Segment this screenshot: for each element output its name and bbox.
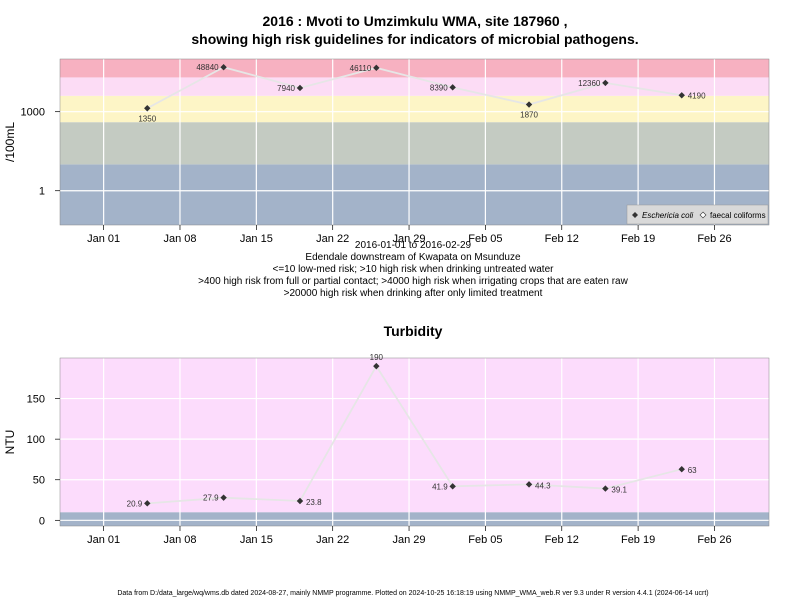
chart2-data-point — [144, 500, 151, 507]
chart2-xtick-label: Feb 19 — [621, 534, 655, 546]
chart2-data-point — [602, 485, 609, 492]
chart2-xtick-label: Jan 22 — [316, 534, 349, 546]
chart2-data-label: 63 — [688, 466, 697, 475]
chart2-ytick-label: 50 — [33, 475, 45, 487]
chart1-data-label: 7940 — [277, 84, 295, 93]
note-risk-contact: >400 high risk from full or partial cont… — [198, 276, 628, 287]
chart2-xtick-label: Jan 29 — [393, 534, 426, 546]
chart1-data-point — [144, 105, 151, 112]
chart1-data-point — [678, 92, 685, 99]
chart2-gridlines — [60, 358, 769, 526]
chart1-band-3 — [60, 77, 769, 96]
chart1-xtick-label: Jan 22 — [316, 233, 349, 245]
legend-item-ecoli: Eschericia coli — [642, 211, 693, 220]
chart2-data-label: 27.9 — [203, 494, 219, 503]
chart1-title-line2: showing high risk guidelines for indicat… — [191, 31, 638, 47]
chart1-ytick-label: 1 — [39, 186, 45, 198]
chart1-data-label: 1350 — [138, 114, 156, 123]
chart2-ytick-label: 100 — [27, 434, 45, 446]
chart1-data-point — [602, 79, 609, 87]
chart2-axes: Jan 01 Jan 08 Jan 15 Jan 22 Jan 29 Feb 05 Feb … — [27, 394, 732, 546]
chart2-ylabel: NTU — [3, 430, 17, 455]
chart1-plot-frame — [59, 58, 770, 226]
chart2-data-point — [296, 497, 304, 505]
chart1-risk-bands — [60, 59, 769, 225]
chart2-data-point — [678, 465, 685, 473]
chart2-data-label: 20.9 — [127, 499, 143, 508]
note-risk-drinking: <=10 low-med risk; >10 high risk when dr… — [273, 264, 555, 275]
chart1-gridlines — [60, 59, 769, 225]
chart2-data-point — [220, 494, 227, 501]
chart1-band-2 — [60, 95, 769, 123]
chart1-series-line — [146, 66, 682, 110]
chart2-data-label: 41.9 — [432, 482, 448, 491]
legend-open-diamond-icon — [699, 211, 707, 219]
chart2-data-label: 23.8 — [306, 498, 322, 507]
chart2-xtick-label: Feb 26 — [697, 534, 731, 546]
chart1-axes: Jan 01 Jan 08 Jan 15 Jan 22 Jan 29 Feb 05 Feb … — [21, 107, 732, 245]
chart1-xtick-label: Jan 01 — [87, 233, 120, 245]
legend-item-faecal-coliforms: faecal coliforms — [710, 211, 766, 220]
chart1-xtick-label: Feb 05 — [468, 233, 502, 245]
chart1-band-4 — [60, 59, 769, 78]
chart1-xtick-label: Jan 08 — [163, 233, 196, 245]
chart1-data-point — [449, 84, 456, 91]
chart1-legend: Eschericia coli faecal coliforms — [626, 204, 769, 225]
note-risk-treatment: >20000 high risk when drinking after onl… — [284, 288, 543, 299]
chart1-data-label: 1870 — [520, 111, 538, 120]
chart2-bands — [60, 358, 769, 526]
chart1-xtick-label: Jan 15 — [240, 233, 273, 245]
chart1-data-label: 4190 — [688, 91, 706, 100]
chart1-ytick-label: 1000 — [21, 107, 45, 119]
chart1-xtick-label: Feb 19 — [621, 233, 655, 245]
chart2-series: 20.9 27.9 23.8 190 41.9 44.3 39.1 63 — [127, 353, 698, 508]
chart1-xtick-label: Feb 12 — [545, 233, 579, 245]
chart2-ytick-label: 150 — [27, 394, 45, 406]
chart1-data-point — [373, 64, 380, 72]
chart2-data-label: 190 — [370, 353, 384, 362]
chart2-plot-frame — [59, 357, 770, 527]
chart1-data-label: 48840 — [196, 63, 219, 72]
chart2-xtick-label: Feb 12 — [545, 534, 579, 546]
chart2-data-point — [449, 483, 456, 490]
chart1-xtick-label: Jan 29 — [393, 233, 426, 245]
chart2-band-0 — [60, 512, 769, 526]
footer-source-note: Data from D:/data_large/wq/wms.db dated … — [117, 590, 708, 597]
chart1-ylabel: /100mL — [3, 122, 17, 162]
chart1-xtick-label: Feb 26 — [697, 233, 731, 245]
chart2-data-label: 39.1 — [611, 486, 627, 495]
chart2-xtick-label: Jan 08 — [163, 534, 196, 546]
note-site-description: Edendale downstream of Kwapata on Msundu… — [305, 252, 521, 263]
chart1-data-point — [296, 84, 304, 92]
chart1-series: 1350 48840 7940 46110 8390 1870 12360 4190 — [138, 63, 706, 123]
chart1-data-point — [220, 63, 227, 71]
chart2-title: Turbidity — [384, 323, 443, 339]
chart1-data-label: 46110 — [350, 64, 372, 73]
chart1-data-label: 8390 — [430, 83, 448, 92]
legend-filled-diamond-icon — [632, 212, 638, 218]
chart2-data-point — [525, 481, 533, 488]
chart2-xtick-label: Jan 15 — [240, 534, 273, 546]
chart1-data-label: 12360 — [578, 79, 601, 88]
chart2-series-line — [147, 364, 682, 505]
note-date-range: 2016-01-01 to 2016-02-29 — [355, 240, 472, 251]
chart2-data-label: 44.3 — [535, 481, 551, 490]
chart1-data-point — [525, 101, 533, 108]
chart2-ytick-label: 0 — [39, 515, 45, 527]
chart2-xtick-label: Jan 01 — [87, 534, 120, 546]
chart1-title-line1: 2016 : Mvoti to Umzimkulu WMA, site 1879… — [263, 13, 568, 29]
chart2-xtick-label: Feb 05 — [468, 534, 502, 546]
chart2-data-point — [373, 362, 380, 370]
chart1-band-1 — [60, 122, 769, 165]
chart2-band-1 — [60, 358, 769, 513]
